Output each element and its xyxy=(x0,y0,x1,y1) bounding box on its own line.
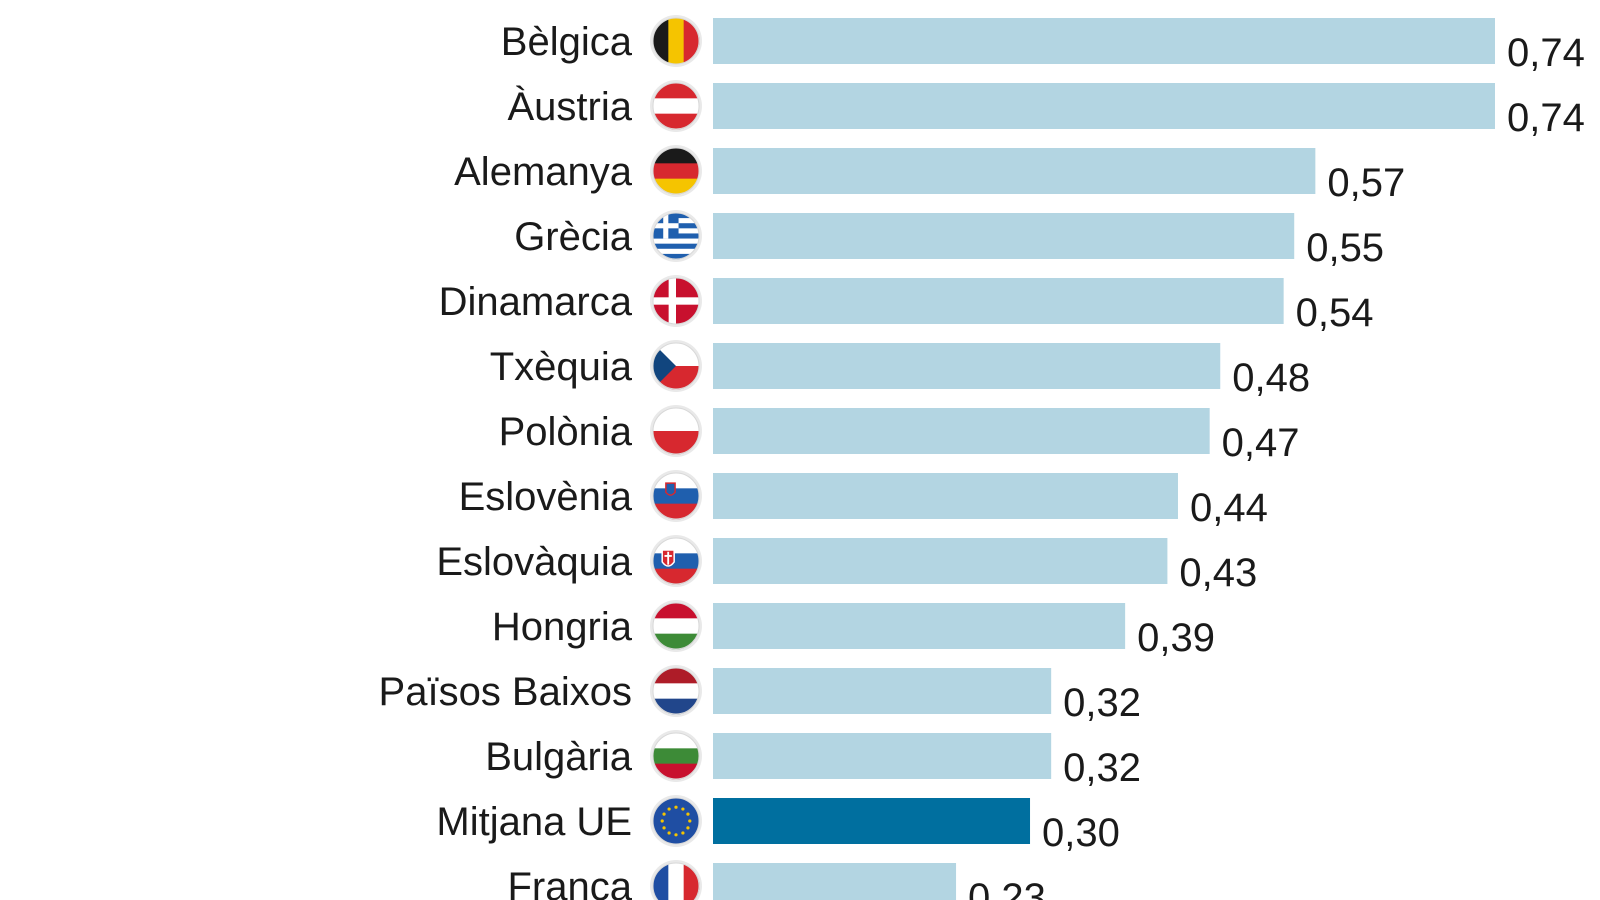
bar xyxy=(713,668,1052,714)
chart-row-paisos-baixos: Països Baixos 0,32 xyxy=(379,665,1141,725)
value-label: 0,57 xyxy=(1327,161,1405,205)
chart-row-eslovaquia: Eslovàquia 0,43 xyxy=(436,535,1257,595)
country-label: Àustria xyxy=(508,84,633,129)
france-flag-icon xyxy=(650,860,702,900)
value-label: 0,32 xyxy=(1063,681,1141,725)
bar xyxy=(713,148,1316,194)
bar xyxy=(713,278,1284,324)
country-label: Eslovàquia xyxy=(436,540,632,584)
country-label: Mitjana UE xyxy=(436,800,632,844)
value-label: 0,54 xyxy=(1296,291,1374,335)
value-label: 0,48 xyxy=(1232,356,1310,400)
value-label: 0,23 xyxy=(968,876,1046,900)
bar xyxy=(713,83,1495,129)
bar xyxy=(713,603,1126,649)
germany-flag-icon xyxy=(650,145,702,197)
chart-row-eslovenia: Eslovènia 0,44 xyxy=(459,470,1268,530)
bar xyxy=(713,538,1168,584)
value-label: 0,55 xyxy=(1306,226,1384,270)
belgium-flag-icon xyxy=(650,15,702,67)
value-label: 0,43 xyxy=(1179,551,1257,595)
chart-row-bulgaria: Bulgària 0,32 xyxy=(485,730,1141,790)
country-label: Dinamarca xyxy=(439,280,633,324)
slovakia-flag-icon xyxy=(650,535,702,587)
chart-row-austria: Àustria 0,74 xyxy=(508,80,1585,140)
value-label: 0,74 xyxy=(1507,31,1585,75)
value-label: 0,74 xyxy=(1507,96,1585,140)
chart-row-grecia: Grècia 0,55 xyxy=(514,210,1384,270)
chart-row-dinamarca: Dinamarca 0,54 xyxy=(439,275,1374,335)
bar xyxy=(713,408,1210,454)
chart-row-belgica: Bèlgica 0,74 xyxy=(501,15,1585,75)
bar xyxy=(713,343,1221,389)
country-label: Polònia xyxy=(499,410,633,454)
bar xyxy=(713,863,957,900)
country-label: Bèlgica xyxy=(501,20,633,64)
chart-row-hongria: Hongria 0,39 xyxy=(492,600,1215,660)
eu-flag-icon xyxy=(650,795,702,847)
bar xyxy=(713,798,1031,844)
value-label: 0,30 xyxy=(1042,811,1120,855)
czechia-flag-icon xyxy=(650,340,702,392)
chart-row-franca: França 0,23 xyxy=(508,860,1046,900)
poland-flag-icon xyxy=(650,405,702,457)
bar xyxy=(713,473,1178,519)
country-label: Txèquia xyxy=(490,345,633,389)
chart-row-polonia: Polònia 0,47 xyxy=(499,405,1300,465)
austria-flag-icon xyxy=(650,80,702,132)
bulgaria-flag-icon xyxy=(650,730,702,782)
value-label: 0,47 xyxy=(1222,421,1300,465)
chart-row-mitjana-ue: Mitjana UE 0,30 xyxy=(436,795,1120,855)
bar xyxy=(713,18,1495,64)
bar xyxy=(713,213,1295,259)
country-label: França xyxy=(508,865,633,900)
chart-row-txequia: Txèquia 0,48 xyxy=(490,340,1310,400)
country-label: Països Baixos xyxy=(379,670,632,714)
value-label: 0,39 xyxy=(1137,616,1215,660)
slovenia-flag-icon xyxy=(650,470,702,522)
value-label: 0,44 xyxy=(1190,486,1268,530)
country-label: Bulgària xyxy=(485,735,633,779)
hungary-flag-icon xyxy=(650,600,702,652)
country-label: Eslovènia xyxy=(459,475,633,519)
value-label: 0,32 xyxy=(1063,746,1141,790)
chart-row-alemanya: Alemanya 0,57 xyxy=(454,145,1405,205)
country-label: Hongria xyxy=(492,605,633,649)
denmark-flag-icon xyxy=(650,275,702,327)
country-label: Grècia xyxy=(514,215,633,259)
country-label: Alemanya xyxy=(454,150,633,194)
netherlands-flag-icon xyxy=(650,665,702,717)
greece-flag-icon xyxy=(650,210,702,262)
bar xyxy=(713,733,1052,779)
